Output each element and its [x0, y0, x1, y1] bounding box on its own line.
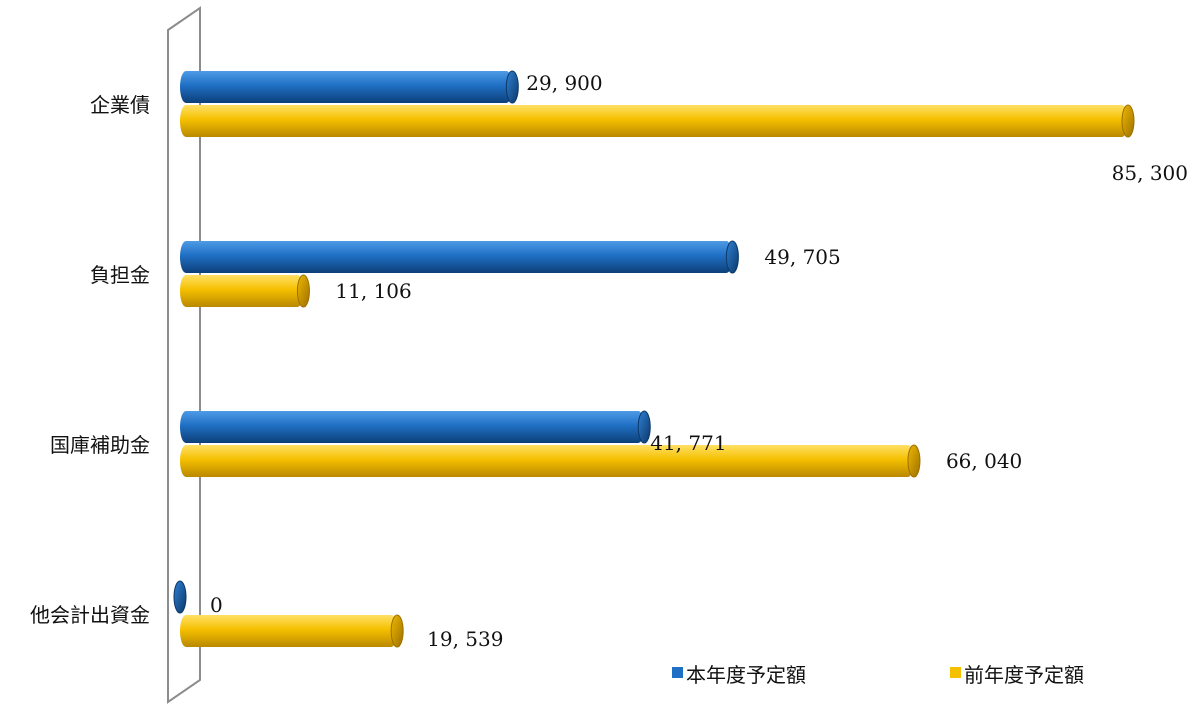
legend-item: 本年度予定額 — [672, 663, 806, 687]
bar-previous-0 — [180, 104, 1135, 138]
value-label: 85, 300 — [1112, 161, 1188, 185]
value-label: 11, 106 — [335, 279, 411, 303]
bar-previous-2 — [180, 444, 921, 478]
category-label: 企業債 — [90, 93, 150, 117]
value-label: 66, 040 — [946, 449, 1022, 473]
bar-current-1 — [180, 240, 739, 274]
bar-current-0 — [180, 70, 519, 104]
bar-previous-1 — [180, 274, 310, 308]
axis-wall — [167, 6, 201, 704]
legend-label: 本年度予定額 — [686, 663, 806, 687]
bars — [173, 70, 1135, 648]
bar-current-3 — [173, 580, 187, 614]
legend-item: 前年度予定額 — [950, 663, 1084, 687]
value-label: 49, 705 — [764, 245, 840, 269]
category-label: 国庫補助金 — [50, 433, 150, 457]
value-label: 41, 771 — [650, 431, 726, 455]
category-label: 負担金 — [90, 263, 150, 287]
legend-swatch — [950, 667, 961, 678]
legend-swatch — [672, 667, 683, 678]
bar-current-2 — [180, 410, 651, 444]
value-labels: 29, 900 85, 300 49, 705 11, 106 41, 771 66, 0… — [210, 71, 1188, 651]
value-label: 19, 539 — [427, 627, 503, 651]
category-label: 他会計出資金 — [30, 603, 150, 627]
legend: 本年度予定額 前年度予定額 — [672, 663, 1084, 687]
legend-label: 前年度予定額 — [964, 663, 1084, 687]
value-label: 29, 900 — [526, 71, 602, 95]
bar-previous-3 — [180, 614, 404, 648]
value-label: 0 — [210, 593, 223, 617]
